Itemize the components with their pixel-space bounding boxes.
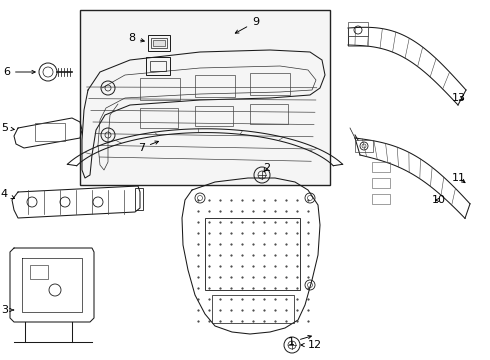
Text: 13: 13 (452, 93, 466, 103)
Text: 11: 11 (452, 173, 466, 183)
Text: 1: 1 (288, 336, 311, 347)
Bar (153, 40, 165, 46)
Bar (140, 108, 178, 128)
Text: 3: 3 (1, 305, 14, 315)
Bar (372, 162, 390, 172)
Text: 9: 9 (235, 17, 259, 33)
Text: 6: 6 (3, 67, 35, 77)
Text: 4: 4 (1, 189, 15, 199)
Text: 2: 2 (263, 163, 270, 173)
Bar (195, 75, 235, 97)
Text: 7: 7 (138, 141, 158, 153)
Bar (195, 106, 233, 126)
Bar (146, 57, 170, 75)
Bar (35, 123, 65, 141)
Bar (250, 104, 288, 124)
Bar (250, 73, 290, 95)
Bar (150, 61, 166, 71)
Bar (140, 78, 180, 100)
Bar (148, 35, 170, 51)
Text: 8: 8 (128, 33, 145, 43)
Bar (151, 38, 167, 48)
Bar (80, 10, 330, 185)
Bar (135, 188, 143, 210)
Text: 5: 5 (1, 123, 14, 133)
Bar (205, 218, 300, 290)
Bar (355, 140, 373, 152)
Bar (348, 22, 368, 36)
Text: 12: 12 (301, 340, 322, 350)
Bar (30, 265, 48, 279)
Bar (212, 295, 294, 323)
Text: 10: 10 (432, 195, 446, 205)
Bar (372, 178, 390, 188)
Bar (348, 36, 368, 46)
Bar (372, 194, 390, 204)
